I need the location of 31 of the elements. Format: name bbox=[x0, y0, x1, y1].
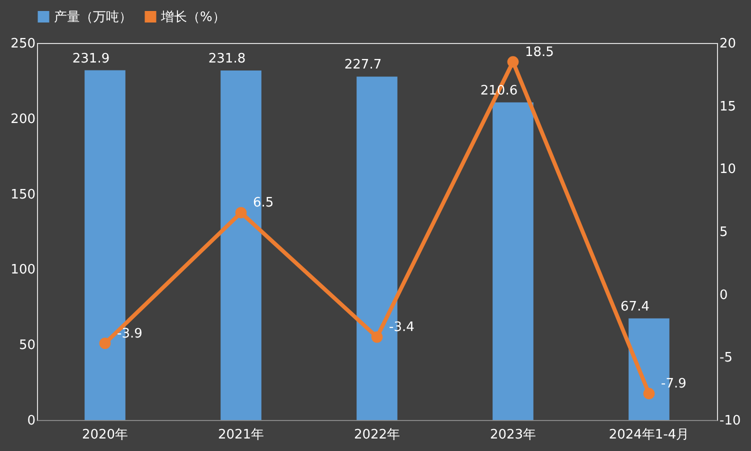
point bbox=[643, 388, 655, 400]
x-tick-label: 2023年 bbox=[490, 428, 536, 442]
y2-tick-label: 20 bbox=[720, 36, 736, 52]
point bbox=[235, 206, 247, 218]
legend-label: 增长（%） bbox=[160, 10, 226, 25]
y-tick-label: 200 bbox=[10, 112, 36, 127]
data-label: 18.5 bbox=[525, 44, 554, 60]
y2-tick-label: 10 bbox=[720, 162, 736, 178]
point bbox=[99, 338, 111, 350]
point bbox=[507, 56, 519, 68]
bar bbox=[492, 102, 534, 420]
point bbox=[371, 331, 383, 343]
y2-tick-label: -10 bbox=[720, 414, 741, 428]
y-tick-label: 250 bbox=[10, 36, 36, 52]
data-label: 67.4 bbox=[620, 299, 650, 314]
y-tick-label: 150 bbox=[10, 187, 36, 202]
y-tick-label: 100 bbox=[10, 262, 36, 278]
y2-tick-label: 5 bbox=[720, 225, 728, 240]
data-label: 227.7 bbox=[344, 58, 382, 73]
y2-tick-label: -5 bbox=[720, 350, 732, 366]
x-tick-label: 2024年1-4月 bbox=[608, 428, 690, 442]
y-tick-label: 0 bbox=[27, 414, 36, 428]
x-tick-label: 2021年 bbox=[218, 428, 264, 442]
legend-label: 产量（万吨） bbox=[54, 10, 132, 25]
y-tick-label: 50 bbox=[18, 338, 36, 354]
y2-tick-label: 15 bbox=[720, 99, 736, 114]
data-label: 231.8 bbox=[208, 51, 246, 66]
x-tick-label: 2020年 bbox=[82, 428, 128, 442]
x-tick-label: 2022年 bbox=[354, 428, 400, 442]
data-label: 231.9 bbox=[72, 51, 110, 66]
y2-tick-label: 0 bbox=[720, 288, 728, 303]
